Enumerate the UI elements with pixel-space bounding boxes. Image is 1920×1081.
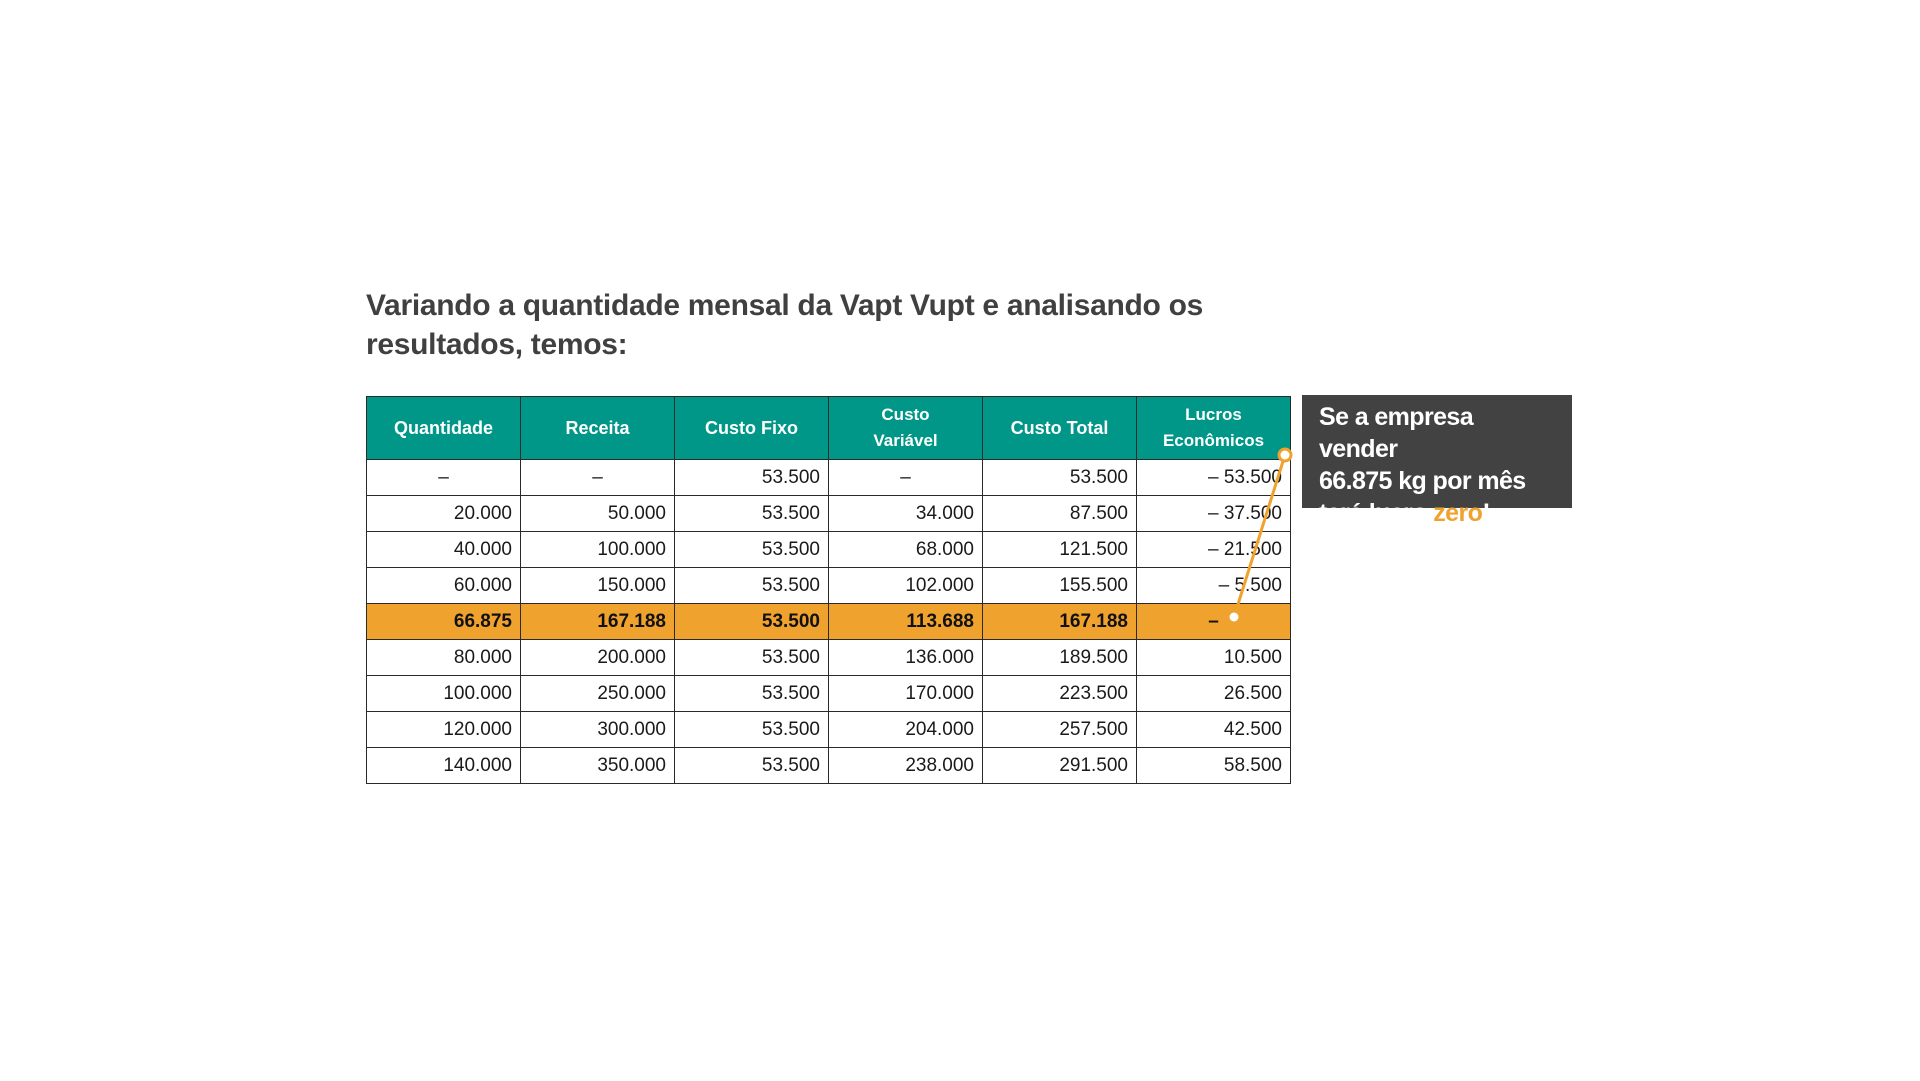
cell-lucros: 42.500 xyxy=(1136,711,1291,748)
header-quantidade: Quantidade xyxy=(366,396,521,460)
callout-line-3-prefix: terá lucro xyxy=(1319,499,1434,527)
cell-receita: 100.000 xyxy=(520,531,675,568)
cell-custo-fixo: 53.500 xyxy=(674,567,829,604)
cell-custo-variavel: – xyxy=(828,459,983,496)
cell-lucros: – 21.500 xyxy=(1136,531,1291,568)
header-custo-fixo: Custo Fixo xyxy=(674,396,829,460)
cell-quantidade: 140.000 xyxy=(366,747,521,784)
cell-custo-fixo: 53.500 xyxy=(674,495,829,532)
cell-quantidade: 66.875 xyxy=(366,603,521,640)
slide-title-line-2: resultados, temos: xyxy=(366,328,628,361)
cell-custo-total: 189.500 xyxy=(982,639,1137,676)
cell-custo-variavel: 238.000 xyxy=(828,747,983,784)
cell-quantidade: 40.000 xyxy=(366,531,521,568)
break-even-callout: Se a empresa vender 66.875 kg por mês te… xyxy=(1302,395,1572,527)
table-row: 20.000 50.000 53.500 34.000 87.500 – 37.… xyxy=(366,495,1291,532)
cell-lucros: – 37.500 xyxy=(1136,495,1291,532)
callout-accent-word: zero xyxy=(1433,499,1483,527)
cell-custo-total: 291.500 xyxy=(982,747,1137,784)
cell-quantidade: 20.000 xyxy=(366,495,521,532)
table-row: 60.000 150.000 53.500 102.000 155.500 – … xyxy=(366,567,1291,604)
cell-custo-variavel: 170.000 xyxy=(828,675,983,712)
table-row: – – 53.500 – 53.500 – 53.500 xyxy=(366,459,1291,496)
callout-line-1: Se a empresa vender xyxy=(1319,403,1474,463)
cell-quantidade: 60.000 xyxy=(366,567,521,604)
cell-custo-total: 53.500 xyxy=(982,459,1137,496)
header-custo-variavel: Custo Variável xyxy=(828,396,983,460)
cell-custo-total: 121.500 xyxy=(982,531,1137,568)
cell-custo-fixo: 53.500 xyxy=(674,603,829,640)
slide-title: Variando a quantidade mensal da Vapt Vup… xyxy=(366,286,1226,364)
cell-receita: 150.000 xyxy=(520,567,675,604)
break-even-table: Quantidade Receita Custo Fixo Custo Variá… xyxy=(366,396,1291,784)
cell-receita: 350.000 xyxy=(520,747,675,784)
cell-receita: 300.000 xyxy=(520,711,675,748)
cell-quantidade: 80.000 xyxy=(366,639,521,676)
cell-custo-variavel: 113.688 xyxy=(828,603,983,640)
cell-lucros: 10.500 xyxy=(1136,639,1291,676)
cell-lucros: 26.500 xyxy=(1136,675,1291,712)
cell-quantidade: – xyxy=(366,459,521,496)
table-row: 140.000 350.000 53.500 238.000 291.500 5… xyxy=(366,747,1291,784)
cell-lucros: – xyxy=(1136,603,1291,640)
header-lucros-economicos: Lucros Econômicos xyxy=(1136,396,1291,460)
cell-custo-variavel: 102.000 xyxy=(828,567,983,604)
cell-lucros: – 53.500 xyxy=(1136,459,1291,496)
cell-custo-fixo: 53.500 xyxy=(674,747,829,784)
cell-receita: 167.188 xyxy=(520,603,675,640)
callout-line-3: terá lucro zero! xyxy=(1319,497,1556,529)
slide-title-line-1: Variando a quantidade mensal da Vapt Vup… xyxy=(366,289,1204,322)
table-header-row: Quantidade Receita Custo Fixo Custo Variá… xyxy=(366,396,1291,460)
cell-custo-fixo: 53.500 xyxy=(674,711,829,748)
cell-custo-fixo: 53.500 xyxy=(674,459,829,496)
cell-custo-fixo: 53.500 xyxy=(674,531,829,568)
cell-lucros: 58.500 xyxy=(1136,747,1291,784)
cell-custo-total: 155.500 xyxy=(982,567,1137,604)
cell-receita: 200.000 xyxy=(520,639,675,676)
callout-line-3-suffix: ! xyxy=(1482,499,1491,527)
cell-custo-variavel: 136.000 xyxy=(828,639,983,676)
cell-custo-total: 87.500 xyxy=(982,495,1137,532)
callout-line-2: 66.875 kg por mês xyxy=(1319,467,1526,495)
cell-custo-variavel: 204.000 xyxy=(828,711,983,748)
cell-custo-total: 223.500 xyxy=(982,675,1137,712)
table-row: 120.000 300.000 53.500 204.000 257.500 4… xyxy=(366,711,1291,748)
table-row: 100.000 250.000 53.500 170.000 223.500 2… xyxy=(366,675,1291,712)
cell-receita: – xyxy=(520,459,675,496)
cell-quantidade: 120.000 xyxy=(366,711,521,748)
cell-custo-variavel: 34.000 xyxy=(828,495,983,532)
header-custo-total: Custo Total xyxy=(982,396,1137,460)
table-row-break-even: 66.875 167.188 53.500 113.688 167.188 – xyxy=(366,603,1291,640)
cell-quantidade: 100.000 xyxy=(366,675,521,712)
cell-receita: 250.000 xyxy=(520,675,675,712)
table-row: 40.000 100.000 53.500 68.000 121.500 – 2… xyxy=(366,531,1291,568)
cell-custo-fixo: 53.500 xyxy=(674,639,829,676)
cell-custo-variavel: 68.000 xyxy=(828,531,983,568)
cell-lucros: – 5.500 xyxy=(1136,567,1291,604)
cell-custo-total: 257.500 xyxy=(982,711,1137,748)
table-row: 80.000 200.000 53.500 136.000 189.500 10… xyxy=(366,639,1291,676)
cell-receita: 50.000 xyxy=(520,495,675,532)
cell-custo-total: 167.188 xyxy=(982,603,1137,640)
cell-custo-fixo: 53.500 xyxy=(674,675,829,712)
header-receita: Receita xyxy=(520,396,675,460)
